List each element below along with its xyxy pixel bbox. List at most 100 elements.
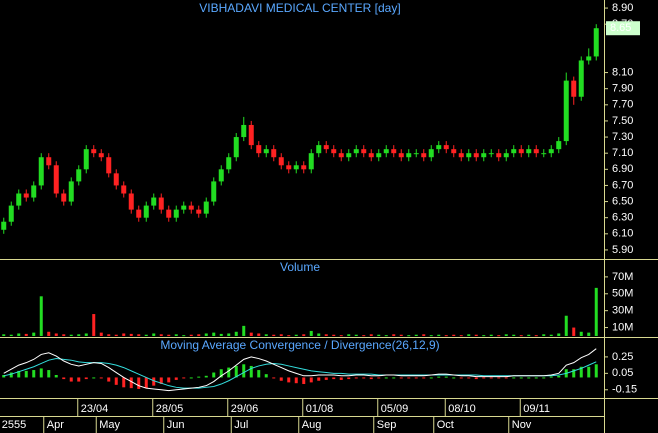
macd-histogram [474, 377, 478, 380]
candle-body [91, 149, 97, 154]
macd-histogram [144, 377, 148, 389]
volume-bar [557, 333, 561, 336]
volume-bar [414, 334, 418, 336]
candle-body [586, 56, 592, 61]
macd-histogram [362, 377, 366, 379]
candle-body [46, 157, 52, 166]
volume-bar [587, 332, 591, 336]
candle-body [278, 157, 284, 166]
volume-bar [62, 334, 66, 336]
macd-histogram [392, 377, 396, 379]
y-tick-label: 8.90 [612, 2, 633, 14]
volume-bar [167, 334, 171, 336]
macd-histogram [129, 377, 133, 389]
candle-body [481, 153, 487, 158]
volume-bar [99, 332, 103, 336]
volume-bar [594, 287, 598, 336]
macd-histogram [302, 377, 306, 385]
volume-bar [234, 331, 238, 336]
candle-body [263, 149, 269, 154]
macd-histogram [77, 377, 81, 382]
y-tick-label: 7.30 [612, 131, 633, 143]
candle-body [196, 209, 202, 214]
macd-histogram [309, 377, 313, 383]
candle-body [136, 209, 142, 218]
macd-histogram [489, 377, 493, 379]
volume-bar [527, 334, 531, 336]
candle-body [158, 197, 164, 210]
candle-body [61, 193, 67, 202]
macd-histogram [519, 377, 523, 379]
macd-histogram [294, 377, 298, 384]
macd-histogram [99, 377, 103, 379]
y-tick-label: 7.50 [612, 115, 633, 127]
volume-bar [174, 334, 178, 336]
macd-histogram [497, 377, 501, 379]
macd-histogram [204, 375, 208, 378]
macd-histogram [249, 365, 253, 378]
macd-histogram [17, 370, 21, 378]
volume-bar [287, 335, 291, 337]
macd-histogram [354, 377, 358, 379]
y-tick-label: 7.90 [612, 83, 633, 95]
volume-bar [317, 333, 321, 336]
volume-bar [407, 335, 411, 337]
candle-body [241, 124, 247, 138]
macd-histogram [39, 368, 43, 378]
candle-body [68, 181, 74, 202]
macd-histogram [62, 377, 66, 380]
volume-bar [534, 335, 538, 337]
x-tick-label: 08/10 [448, 403, 476, 415]
volume-bar [467, 334, 471, 336]
x-tick-label: 05/09 [381, 403, 409, 415]
macd-histogram [504, 377, 508, 379]
macd-histogram [407, 377, 411, 379]
candle-body [436, 145, 442, 150]
candle-body [286, 165, 292, 170]
candle-body [271, 149, 277, 158]
macd-histogram [414, 377, 418, 379]
y-tick-label: 7.10 [612, 147, 633, 159]
x-tick-label: 09/11 [523, 403, 550, 415]
macd-histogram [377, 377, 381, 379]
volume-bar [542, 334, 546, 336]
volume-bar [489, 334, 493, 336]
candle-body [121, 185, 127, 194]
volume-bar [482, 335, 486, 337]
candle-body [458, 153, 464, 158]
candle-body [361, 149, 367, 154]
candle-body [533, 149, 539, 154]
x-tick-label: 29/06 [231, 403, 259, 415]
candle-body [308, 153, 314, 170]
macd-histogram [9, 372, 13, 378]
candle-body [203, 201, 209, 214]
candle-body [151, 197, 157, 206]
volume-bar [444, 335, 448, 337]
volume-bar [437, 334, 441, 336]
volume-bar [249, 332, 253, 336]
y-tick-label: 0.25 [612, 351, 633, 363]
macd-histogram [482, 377, 486, 379]
month-label: Oct [437, 419, 454, 431]
macd-histogram [534, 377, 538, 379]
volume-bar [504, 334, 508, 336]
macd-histogram [107, 377, 111, 382]
month-label: Nov [512, 419, 532, 431]
candle-body [316, 145, 322, 154]
y-tick-label: 6.10 [612, 228, 633, 240]
candle-body [248, 124, 254, 146]
volume-bar [392, 334, 396, 336]
macd-histogram [399, 377, 403, 379]
candle-body [83, 149, 89, 170]
y-tick-label: 6.50 [612, 195, 633, 207]
candle-body [383, 149, 389, 154]
volume-bar [122, 333, 126, 336]
volume-bar [347, 334, 351, 336]
volume-bar [197, 334, 201, 336]
volume-bar [107, 334, 111, 336]
candle-body [398, 153, 404, 158]
macd-histogram [429, 377, 433, 379]
x-tick-label: 01/08 [306, 403, 334, 415]
volume-bar [189, 334, 193, 336]
macd-histogram [572, 369, 576, 378]
